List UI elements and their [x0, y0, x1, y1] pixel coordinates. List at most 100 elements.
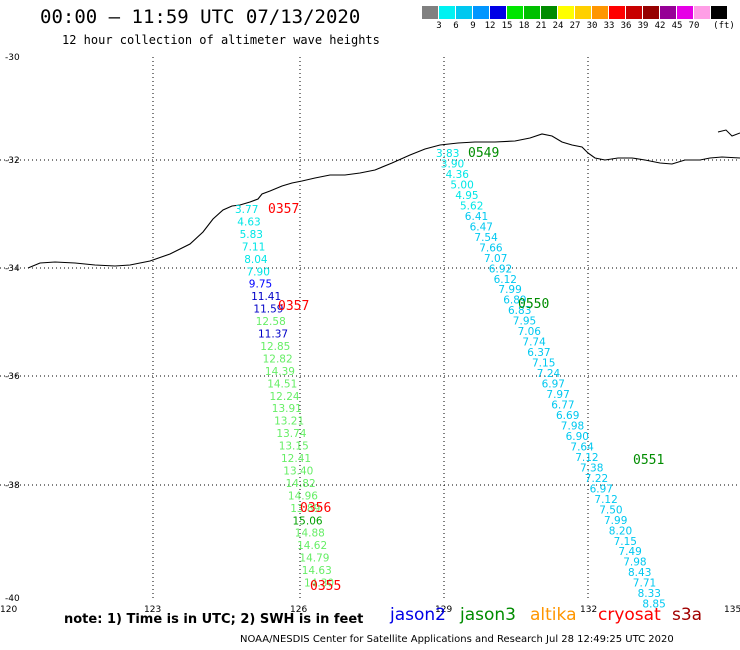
wave-height-label: 7.99	[498, 284, 521, 296]
legend-swatch	[524, 6, 540, 19]
footer-note: note: 1) Time is in UTC; 2) SWH is in fe…	[64, 612, 364, 627]
chart-subtitle: 12 hour collection of altimeter wave hei…	[62, 33, 380, 47]
legend-swatch	[439, 6, 455, 19]
legend-swatch	[473, 6, 489, 19]
wave-height-label: 7.74	[522, 337, 546, 349]
wave-height-label: 12.85	[260, 341, 290, 353]
wave-height-label: 14.63	[302, 565, 332, 577]
legend-swatch	[422, 6, 438, 19]
lon-label: 129	[435, 605, 452, 615]
legend-label: 36	[620, 21, 632, 31]
pass-time-label: 0357	[268, 202, 299, 217]
pass-time-label: 0550	[518, 297, 549, 312]
wave-height-label: 7.07	[484, 253, 507, 265]
wave-height-label: 8.33	[638, 588, 661, 600]
pass-time-label: 0551	[633, 453, 664, 468]
wave-height-label: 3.83	[436, 148, 459, 160]
pass-time-label: 0355	[310, 579, 341, 594]
wave-height-label: 6.83	[508, 305, 531, 317]
wave-height-label: 7.98	[561, 420, 584, 432]
wave-height-label: 5.00	[450, 179, 473, 191]
legend-swatch	[507, 6, 523, 19]
legend-label: 18	[518, 21, 530, 31]
legend-label: 27	[569, 21, 581, 31]
wave-height-label: 7.99	[604, 515, 627, 527]
wave-height-label: 6.12	[494, 274, 517, 286]
legend-swatch	[711, 6, 727, 19]
wave-height-label: 4.36	[446, 169, 470, 181]
lon-label: 126	[290, 605, 307, 615]
wave-height-label: 13.40	[283, 465, 313, 477]
lon-label: 123	[144, 605, 161, 615]
wave-height-label: 6.92	[489, 263, 512, 275]
legend-swatch	[694, 6, 710, 19]
satellite-name: cryosat	[598, 605, 661, 625]
wave-height-label: 14.39	[265, 366, 295, 378]
legend-swatch	[626, 6, 642, 19]
legend-swatch	[456, 6, 472, 19]
wave-height-label: 6.97	[590, 483, 613, 495]
wave-height-label: 5.83	[240, 229, 263, 241]
legend-label: 30	[586, 21, 598, 31]
wave-height-label: 7.54	[474, 232, 498, 244]
track-labels: 3.774.635.837.118.047.909.7511.4111.5912…	[235, 148, 666, 611]
wave-height-label: 12.58	[256, 316, 286, 328]
wave-height-label: 11.59	[253, 304, 283, 316]
wave-height-label: 7.95	[513, 316, 536, 328]
wave-height-label: 7.38	[580, 462, 603, 474]
satellite-name: jason2	[390, 605, 446, 625]
wave-height-label: 7.12	[594, 494, 617, 506]
chart-title: 00:00 – 11:59 UTC 07/13/2020	[40, 6, 361, 28]
wave-height-label: 8.04	[244, 254, 268, 266]
legend-unit: (ft)	[713, 21, 735, 31]
wave-height-label: 7.06	[518, 326, 542, 338]
lat-label: -40	[5, 594, 20, 604]
legend-swatch	[490, 6, 506, 19]
legend-label: 33	[603, 21, 615, 31]
wave-height-label: 3.90	[441, 158, 464, 170]
wave-height-label: 14.88	[295, 528, 325, 540]
legend-label: 12	[484, 21, 496, 31]
wave-height-label: 7.64	[570, 441, 594, 453]
wave-height-label: 6.90	[566, 431, 589, 443]
wave-height-label: 7.90	[247, 266, 270, 278]
wave-height-label: 6.41	[465, 211, 488, 223]
wave-height-label: 7.22	[585, 473, 608, 485]
wave-height-label: 14.30	[304, 578, 334, 590]
wave-height-label: 14.62	[297, 540, 327, 552]
wave-height-label: 7.49	[618, 546, 641, 558]
wave-height-label: 12.82	[263, 353, 293, 365]
wave-height-label: 14.96	[288, 490, 318, 502]
satellite-name: jason3	[460, 605, 516, 625]
wave-height-label: 9.75	[249, 279, 272, 291]
satellite-name: altika	[530, 605, 577, 625]
legend-swatch	[677, 6, 693, 19]
lon-label: 135	[724, 605, 740, 615]
wave-height-label: 14.82	[286, 478, 316, 490]
lat-label: -38	[5, 481, 20, 491]
wave-height-label: 13.91	[272, 403, 302, 415]
wave-height-label: 13.21	[274, 416, 304, 428]
wave-height-label: 7.97	[546, 389, 569, 401]
legend-label: 24	[552, 21, 564, 31]
wave-height-label: 7.50	[599, 504, 622, 516]
wave-height-label: 12.24	[270, 391, 300, 403]
legend-label: 15	[501, 21, 513, 31]
legend-swatch	[660, 6, 676, 19]
legend-swatch	[609, 6, 625, 19]
wave-height-label: 6.37	[527, 347, 550, 359]
wave-height-label: 7.98	[623, 557, 646, 569]
wave-height-label: 6.69	[556, 410, 579, 422]
coastline-east-fragment	[717, 129, 740, 137]
wave-height-label: 11.37	[258, 329, 288, 341]
legend-label: 45	[671, 21, 683, 31]
legend-label: 6	[453, 21, 459, 31]
legend-label: 9	[470, 21, 476, 31]
legend-label: 70	[688, 21, 700, 31]
wave-height-label: 8.85	[642, 599, 665, 611]
wave-height-label: 4.95	[455, 190, 478, 202]
legend-label: 42	[654, 21, 666, 31]
pass-time-label: 0549	[468, 146, 499, 161]
wave-height-label: 12.41	[281, 453, 311, 465]
